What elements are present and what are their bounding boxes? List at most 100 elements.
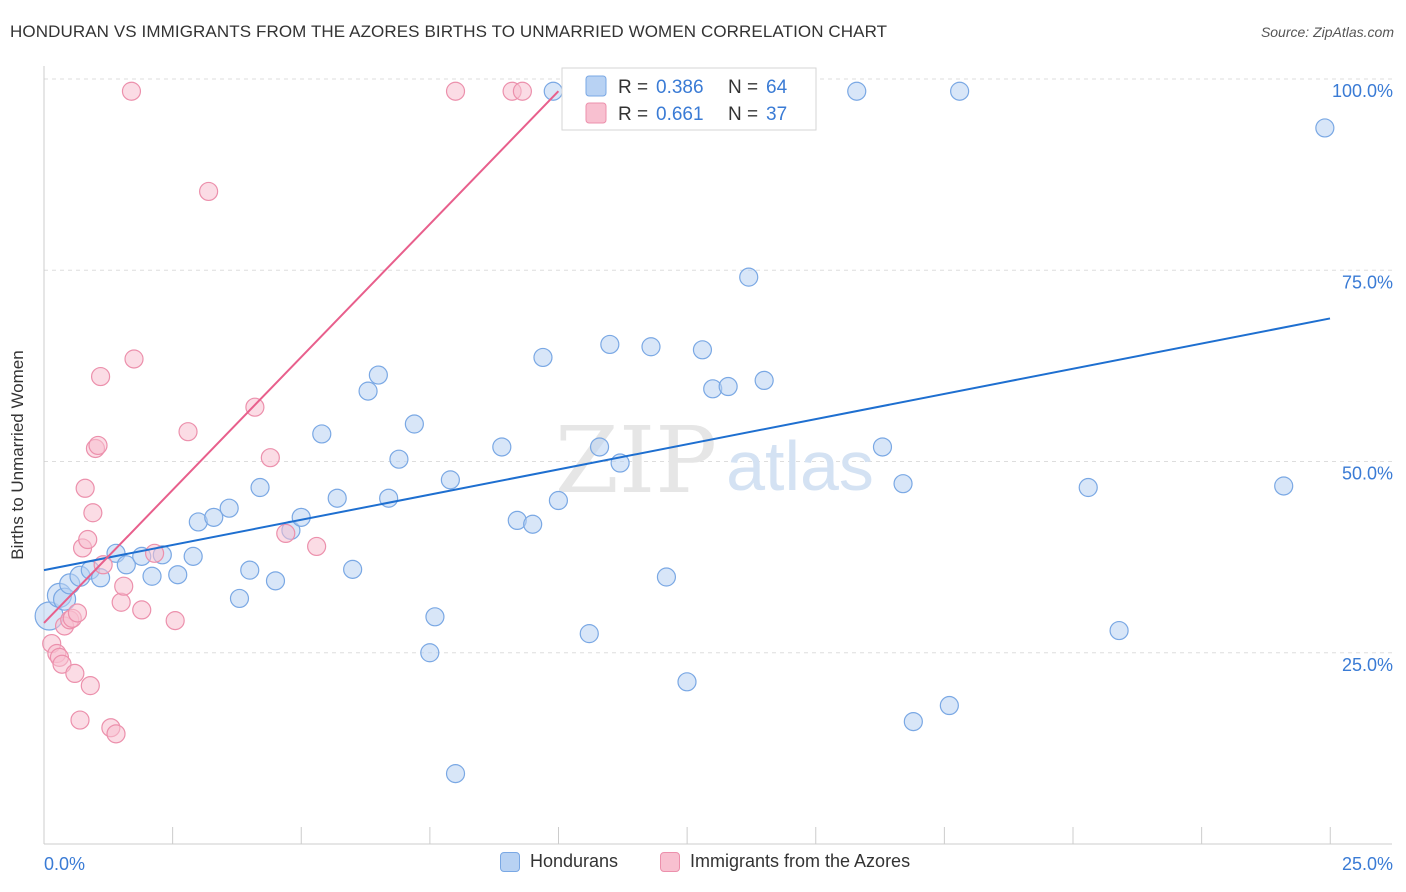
- hondurans-point-63: [1315, 118, 1335, 138]
- hondurans-point-25: [343, 559, 363, 579]
- watermark: ZIP atlas: [555, 407, 874, 514]
- hondurans-trend-line: [43, 317, 1331, 572]
- legend-swatch-hondurans: [585, 75, 607, 97]
- legend-r-label-1: R =: [618, 77, 648, 98]
- legend-r-label-2: R =: [618, 104, 648, 125]
- hondurans-point-31: [420, 643, 440, 663]
- azores-point-32: [276, 523, 296, 544]
- azores-point-36: [512, 81, 532, 101]
- hondurans-point-62: [1274, 476, 1294, 496]
- y-axis-label: Births to Unmarried Women: [8, 350, 27, 560]
- hondurans-point-53: [754, 370, 774, 391]
- azores-point-30: [245, 397, 265, 417]
- azores-point-9: [70, 710, 90, 730]
- trend-lines: [43, 90, 1331, 624]
- chart-title: HONDURAN VS IMMIGRANTS FROM THE AZORES B…: [10, 22, 888, 41]
- hondurans-point-47: [656, 567, 677, 587]
- legend-label-hondurans: Hondurans: [530, 851, 619, 871]
- azores-point-33: [307, 536, 327, 557]
- hondurans-point-26: [358, 381, 378, 401]
- azores-point-34: [445, 81, 466, 101]
- legend-n-value-2: 37: [766, 104, 787, 125]
- hondurans-point-19: [250, 477, 270, 498]
- legend-swatch-hondurans-bottom: [500, 851, 520, 872]
- legend-n-label-2: N =: [728, 104, 758, 125]
- legend-n-value-1: 64: [766, 77, 788, 98]
- hondurans-point-23: [312, 424, 332, 444]
- azores-point-23: [121, 81, 142, 101]
- azores-point-22: [114, 576, 134, 596]
- azores-points: [42, 81, 532, 744]
- watermark-atlas: atlas: [726, 427, 874, 505]
- hondurans-point-57: [903, 711, 923, 732]
- hondurans-point-48: [677, 672, 697, 692]
- azores-point-25: [132, 600, 152, 620]
- hondurans-point-43: [600, 334, 620, 355]
- series-legend: Hondurans Immigrants from the Azores: [0, 851, 1406, 877]
- azores-point-14: [83, 503, 103, 523]
- x-tick-label-max: 25.0%: [1342, 854, 1393, 874]
- hondurans-point-22: [291, 507, 311, 527]
- legend-r-value-2: 0.661: [656, 104, 704, 125]
- legend-item-azores[interactable]: Immigrants from the Azores: [660, 851, 910, 872]
- hondurans-point-54: [847, 81, 867, 101]
- hondurans-point-24: [327, 488, 347, 508]
- watermark-zip: ZIP: [555, 407, 717, 514]
- hondurans-point-29: [389, 449, 409, 469]
- azores-point-16: [88, 435, 108, 456]
- hondurans-point-17: [229, 588, 250, 609]
- azores-point-13: [80, 676, 100, 696]
- legend-item-hondurans[interactable]: Hondurans: [500, 851, 618, 872]
- x-tick-labels: 0.0% 25.0%: [44, 854, 1393, 874]
- y-tick-label-100: 100.0%: [1332, 81, 1393, 101]
- legend-n-label-1: N =: [728, 77, 758, 98]
- azores-point-17: [90, 366, 111, 387]
- azores-point-12: [78, 529, 98, 550]
- hondurans-point-60: [1078, 477, 1098, 498]
- hondurans-point-52: [739, 267, 759, 287]
- hondurans-point-34: [445, 764, 466, 784]
- legend-swatch-azores-bottom: [660, 851, 680, 872]
- legend-r-value-1: 0.386: [656, 77, 704, 98]
- hondurans-point-49: [692, 340, 713, 360]
- hondurans-point-61: [1109, 620, 1129, 641]
- hondurans-point-10: [142, 566, 162, 586]
- hondurans-point-35: [492, 437, 512, 457]
- hondurans-point-33: [440, 470, 460, 490]
- legend-label-azores: Immigrants from the Azores: [690, 851, 911, 871]
- hondurans-point-20: [265, 571, 286, 591]
- azores-point-24: [124, 349, 144, 369]
- hondurans-point-38: [533, 347, 553, 368]
- source-label: Source: ZipAtlas.com: [1260, 24, 1394, 40]
- correlation-legend: R = 0.386 N = 64 R = 0.661 N = 37: [561, 67, 817, 131]
- hondurans-point-13: [183, 546, 203, 566]
- azores-trend-line: [43, 90, 560, 624]
- hondurans-point-58: [939, 695, 959, 716]
- axes: [43, 66, 1392, 845]
- hondurans-point-30: [404, 414, 424, 434]
- hondurans-point-56: [893, 474, 913, 494]
- hondurans-point-16: [219, 498, 239, 518]
- hondurans-points: [34, 81, 1335, 784]
- azores-point-21: [111, 592, 131, 612]
- hondurans-point-18: [240, 560, 260, 580]
- hondurans-point-41: [579, 624, 599, 644]
- hondurans-point-55: [872, 437, 893, 457]
- y-tick-label-75: 75.0%: [1342, 272, 1393, 292]
- hondurans-point-12: [168, 565, 188, 585]
- y-tick-labels: 25.0% 50.0% 75.0% 100.0%: [1332, 81, 1393, 675]
- hondurans-point-46: [641, 337, 661, 357]
- hondurans-point-59: [950, 81, 970, 101]
- hondurans-point-37: [523, 514, 543, 534]
- x-tick-label-min: 0.0%: [44, 854, 85, 874]
- azores-point-20: [106, 724, 126, 744]
- hondurans-point-51: [718, 376, 738, 397]
- legend-swatch-azores: [585, 102, 607, 124]
- azores-point-29: [199, 181, 219, 202]
- azores-point-28: [178, 422, 198, 442]
- hondurans-point-27: [368, 365, 388, 385]
- azores-point-31: [260, 448, 280, 468]
- azores-point-11: [75, 478, 95, 498]
- hondurans-point-15: [204, 507, 224, 527]
- azores-point-7: [65, 663, 85, 684]
